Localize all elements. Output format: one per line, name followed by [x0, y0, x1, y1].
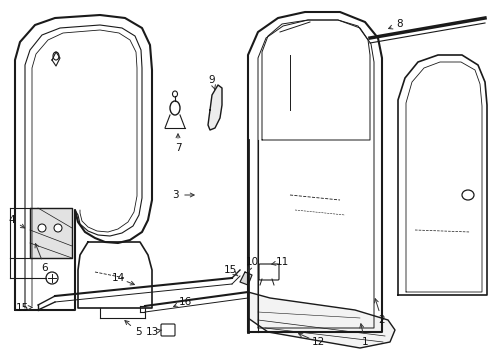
Text: 9: 9	[208, 75, 215, 85]
Text: 4: 4	[9, 215, 15, 225]
Text: 12: 12	[311, 337, 324, 347]
Polygon shape	[30, 208, 72, 258]
Text: 11: 11	[275, 257, 288, 267]
Text: 5: 5	[134, 327, 141, 337]
Text: 10: 10	[245, 257, 258, 267]
Text: 1: 1	[361, 337, 367, 347]
Ellipse shape	[38, 224, 46, 232]
Text: 14: 14	[111, 273, 124, 283]
Text: 2: 2	[378, 315, 385, 325]
Ellipse shape	[54, 224, 62, 232]
Text: 13: 13	[145, 327, 158, 337]
Polygon shape	[247, 292, 394, 348]
Text: 15: 15	[223, 265, 236, 275]
Text: 15: 15	[15, 303, 29, 313]
Text: 3: 3	[171, 190, 178, 200]
Text: 8: 8	[396, 19, 403, 29]
Polygon shape	[207, 85, 222, 130]
Text: 7: 7	[174, 143, 181, 153]
Polygon shape	[240, 272, 251, 285]
Text: 16: 16	[178, 297, 191, 307]
Text: 6: 6	[41, 263, 48, 273]
